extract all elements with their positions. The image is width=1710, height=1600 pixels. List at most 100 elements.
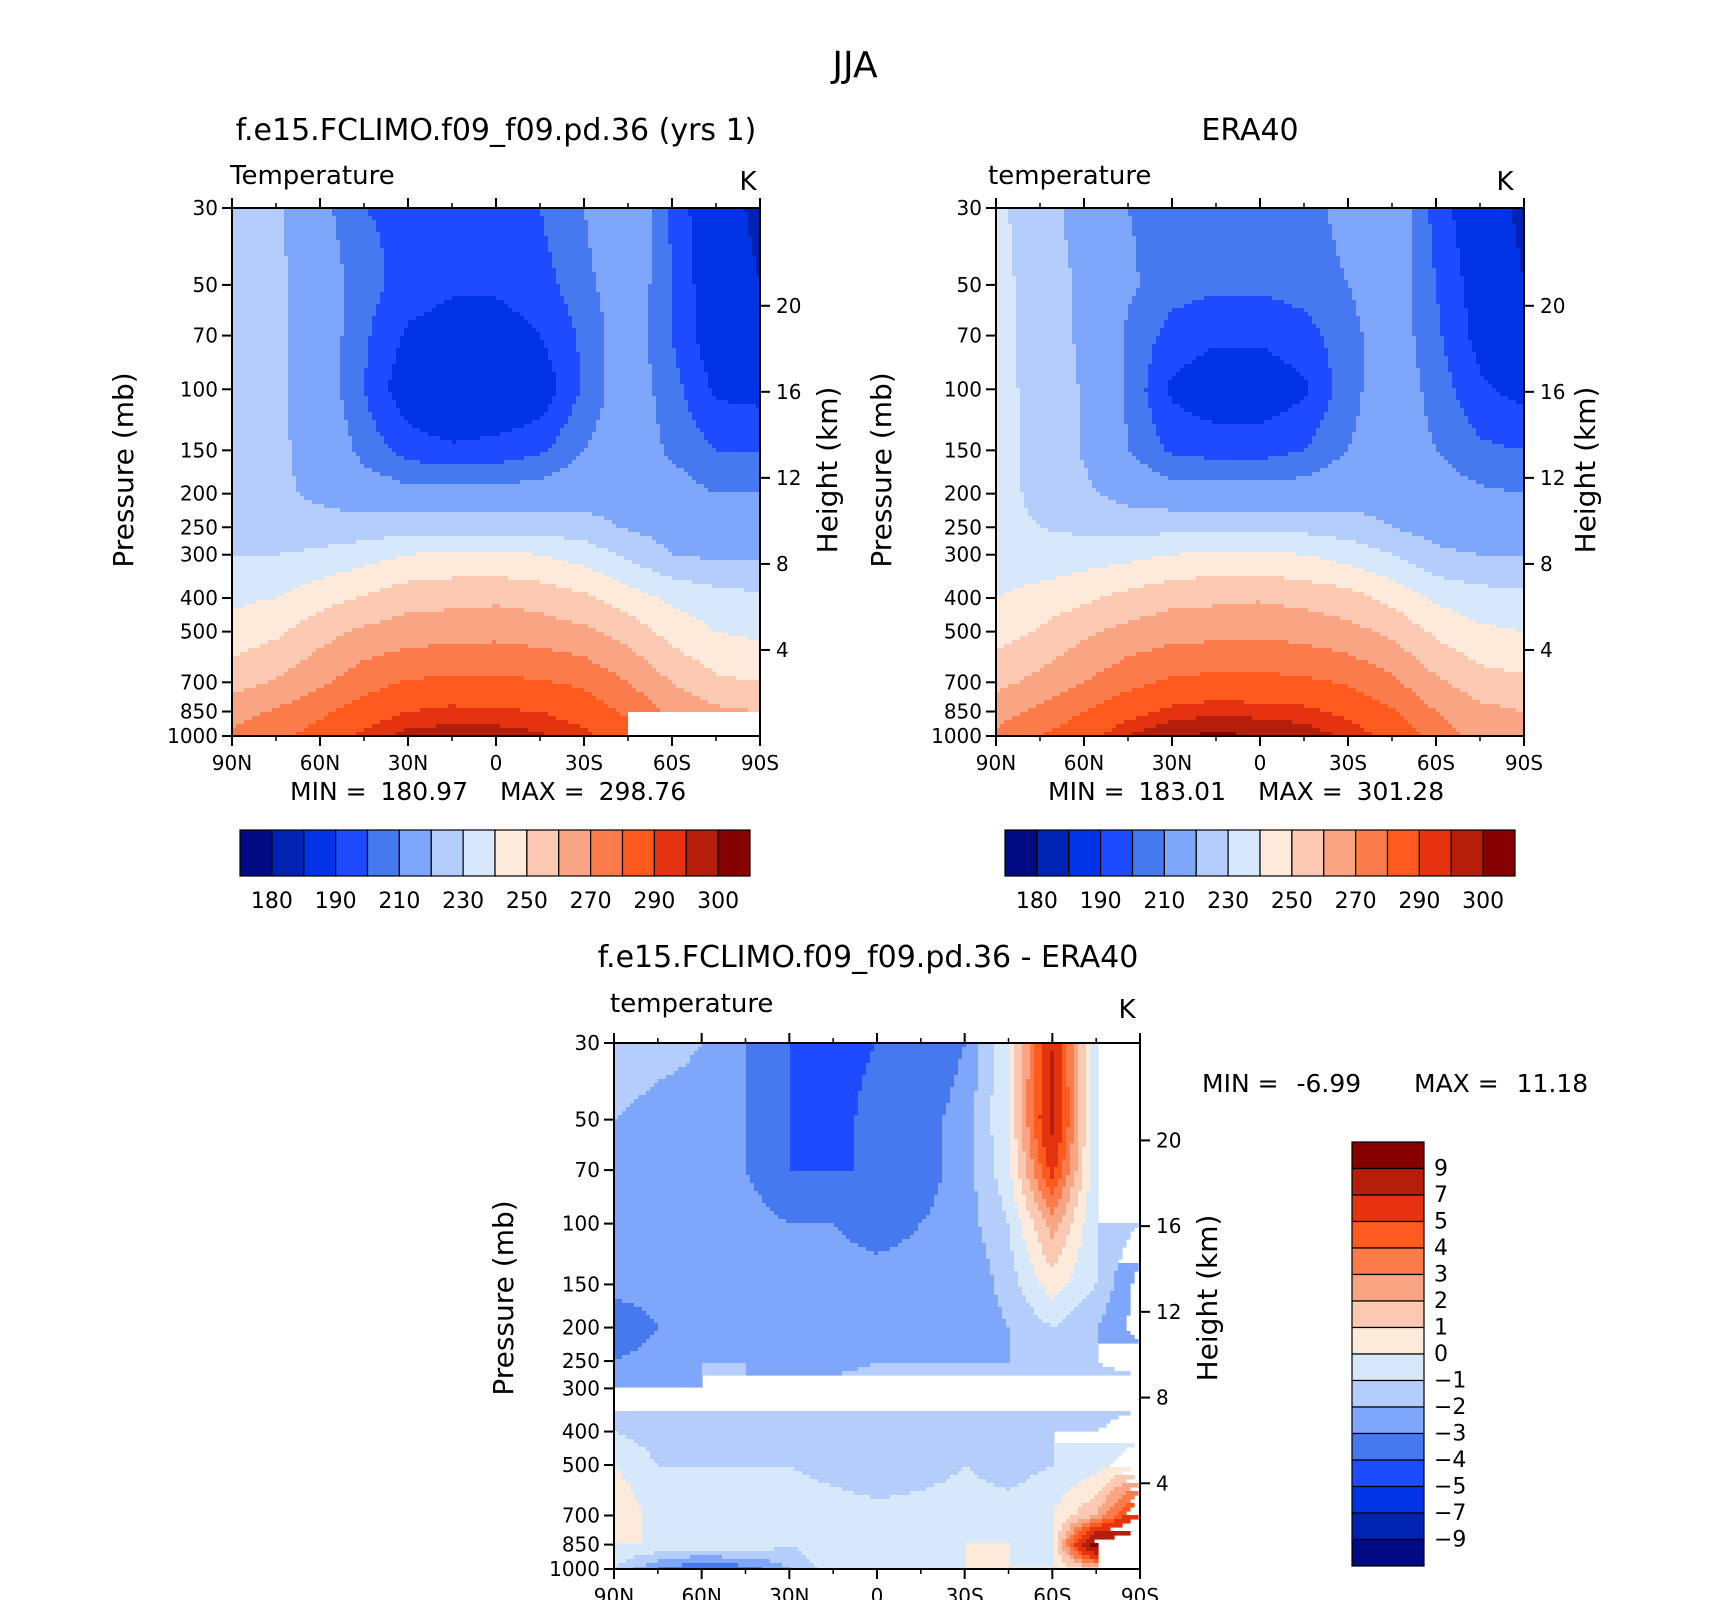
colorbar-box	[1482, 829, 1516, 877]
x-tick-label: 60N	[300, 751, 340, 775]
y2-tick-label: 12	[1540, 466, 1565, 490]
y-tick-label: 150	[562, 1272, 600, 1296]
y-tick-label: 400	[180, 586, 218, 610]
x-tick-label: 90N	[594, 1584, 634, 1600]
y-tick-label: 300	[944, 543, 982, 567]
colorbar-box	[1351, 1273, 1425, 1302]
colorbar-label: 4	[1434, 1236, 1448, 1261]
colorbar-box	[1351, 1379, 1425, 1408]
panel-difference-max-label: MAX = 11.18	[1414, 1069, 1588, 1098]
colorbar-label: −3	[1434, 1422, 1466, 1447]
y-tick-label: 30	[957, 196, 982, 220]
y2-tick-label: 12	[1156, 1300, 1181, 1324]
panel-model-units: K	[739, 167, 757, 197]
x-tick-label: 90S	[1121, 1584, 1159, 1600]
x-tick-label: 30N	[1152, 751, 1192, 775]
y-tick-label: 850	[180, 700, 218, 724]
colorbar-box	[1004, 829, 1038, 877]
y-tick-label: 400	[944, 586, 982, 610]
colorbar-box	[1100, 829, 1134, 877]
colorbar-box	[1351, 1194, 1425, 1223]
colorbar-label: 300	[697, 889, 739, 914]
y-tick-label: 250	[944, 515, 982, 539]
colorbar-label: 5	[1434, 1210, 1448, 1235]
y-tick-label: 50	[193, 273, 218, 297]
panel-model-axes: 90N 60N 30N 0 30S 60S 90S 30 50 70 100 150 200 250 300…	[167, 196, 801, 775]
colorbar-box	[1450, 829, 1484, 877]
colorbar-box	[1351, 1141, 1425, 1170]
panel-difference-title: f.e15.FCLIMO.f09_f09.pd.36 - ERA40	[598, 940, 1139, 975]
panel-era40-contour-field	[996, 208, 1524, 736]
x-tick-label: 0	[490, 751, 503, 775]
colorbar-label: −9	[1434, 1528, 1466, 1553]
panel-model-left-label: Temperature	[229, 161, 395, 191]
x-tick-label: 30S	[1329, 751, 1367, 775]
y-tick-label: 70	[575, 1158, 600, 1182]
y2-tick-label: 8	[1156, 1386, 1169, 1410]
x-tick-label: 60N	[1064, 751, 1104, 775]
y-tick-label: 400	[562, 1420, 600, 1444]
x-tick-label: 90N	[976, 751, 1016, 775]
panel-model-ylabel: Pressure (mb)	[107, 372, 140, 567]
colorbar-box	[335, 829, 369, 877]
colorbar-box	[1291, 829, 1325, 877]
y-tick-label: 100	[944, 377, 982, 401]
colorbar-box	[1036, 829, 1070, 877]
y-tick-label: 1000	[549, 1557, 600, 1581]
colorbar-label: 290	[1398, 889, 1440, 914]
x-tick-label: 60S	[1417, 751, 1455, 775]
y2-tick-label: 16	[1156, 1214, 1181, 1238]
y2-tick-label: 12	[776, 466, 801, 490]
colorbar-label: 210	[378, 889, 420, 914]
panel-model-min-label: MIN = 180.97	[290, 777, 468, 806]
colorbar-box	[1131, 829, 1165, 877]
x-tick-label: 30N	[769, 1584, 809, 1600]
colorbar-box	[1351, 1459, 1425, 1488]
panel-era40-units: K	[1496, 167, 1514, 197]
colorbar-box	[558, 829, 592, 877]
panel-era40-max-label: MAX = 301.28	[1258, 777, 1444, 806]
colorbar-box	[685, 829, 719, 877]
colorbar-label: 7	[1434, 1183, 1448, 1208]
y2-tick-label: 8	[776, 552, 789, 576]
colorbar-box	[1351, 1247, 1425, 1276]
y2-tick-label: 4	[776, 638, 789, 662]
colorbar-box	[1227, 829, 1261, 877]
y-tick-label: 500	[562, 1453, 600, 1477]
colorbar-label: −5	[1434, 1475, 1466, 1500]
panel-difference-left-label: temperature	[610, 989, 773, 1019]
y-tick-label: 30	[575, 1031, 600, 1055]
y2-tick-label: 4	[1156, 1471, 1169, 1495]
colorbar-box	[1259, 829, 1293, 877]
colorbar-box	[621, 829, 655, 877]
colorbar-label: −2	[1434, 1395, 1466, 1420]
panel-model-contour-field	[232, 208, 760, 736]
panel-difference-units: K	[1118, 995, 1136, 1025]
colorbar-label: 0	[1434, 1342, 1448, 1367]
colorbar-box	[239, 829, 273, 877]
panel-model-colorbar: 180 190 210 230 250 270 290 300	[239, 829, 751, 914]
y-tick-label: 250	[562, 1349, 600, 1373]
panel-model-max-label: MAX = 298.76	[500, 777, 686, 806]
colorbar-box	[1351, 1512, 1425, 1541]
panel-era40-ylabel: Pressure (mb)	[865, 372, 898, 567]
colorbar-box	[1195, 829, 1229, 877]
x-tick-label: 60S	[653, 751, 691, 775]
y-tick-label: 100	[180, 377, 218, 401]
panel-model: f.e15.FCLIMO.f09_f09.pd.36 (yrs 1) Tempe…	[107, 113, 844, 914]
colorbar-box	[1351, 1353, 1425, 1382]
y2-tick-label: 16	[776, 380, 801, 404]
colorbar-label: −4	[1434, 1448, 1466, 1473]
y-tick-label: 150	[944, 438, 982, 462]
y-tick-label: 500	[944, 620, 982, 644]
colorbar-label: 230	[442, 889, 484, 914]
colorbar-box	[1386, 829, 1420, 877]
y-tick-label: 500	[180, 620, 218, 644]
y-tick-label: 700	[180, 670, 218, 694]
x-tick-label: 0	[871, 1584, 884, 1600]
panel-era40-left-label: temperature	[988, 161, 1151, 191]
colorbar-label: 300	[1462, 889, 1504, 914]
colorbar-box	[1351, 1485, 1425, 1514]
colorbar-label: 190	[1080, 889, 1122, 914]
colorbar-box	[494, 829, 528, 877]
